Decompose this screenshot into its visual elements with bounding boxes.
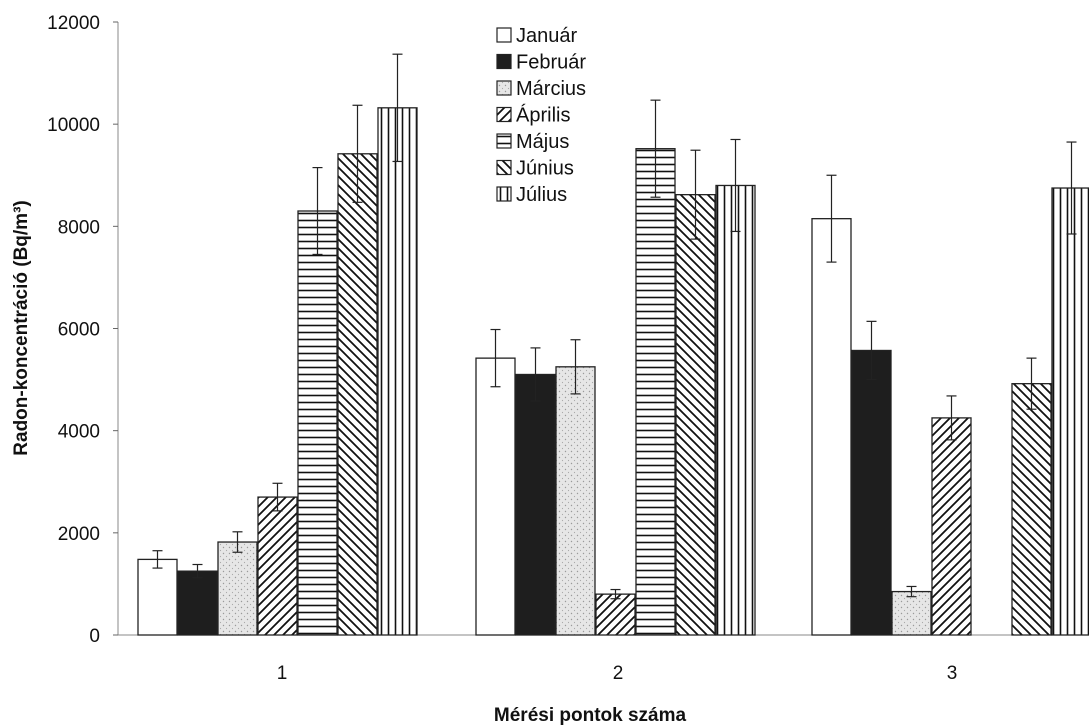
error-bar [1026, 357, 1037, 410]
error-bar [610, 588, 621, 600]
x-axis-title: Mérési pontok száma [494, 705, 687, 725]
bar-series-group [137, 107, 1089, 636]
error-bar [690, 149, 701, 240]
y-tick-label: 10000 [47, 115, 100, 136]
error-bar [570, 339, 581, 395]
legend-swatch [496, 106, 512, 123]
error-bar [392, 53, 403, 163]
x-tick-label: 3 [947, 663, 958, 684]
bar-diag-up-3 [931, 417, 972, 636]
error-bar [866, 320, 877, 381]
legend-swatch [496, 159, 512, 176]
legend-item: Február [496, 52, 586, 74]
legend-label: Március [516, 78, 586, 100]
error-bar [906, 585, 917, 598]
bar-white-2 [475, 357, 516, 636]
error-bar [272, 482, 283, 512]
legend-label: Május [516, 131, 569, 153]
bar-diag-down-1 [337, 153, 378, 636]
bar-black-2 [515, 373, 556, 636]
legend-label: Június [516, 158, 574, 180]
legend-swatch [496, 27, 512, 43]
y-tick-label: 4000 [58, 422, 100, 443]
y-axis-title: Radon-koncentráció (Bq/m³) [11, 200, 32, 455]
legend-swatch [496, 80, 512, 96]
y-tick-label: 0 [89, 626, 100, 647]
bar-diag-up-1 [257, 496, 298, 636]
bar-stipple-2 [555, 366, 596, 636]
legend-item: Március [496, 78, 586, 100]
bar-black-3 [851, 349, 892, 636]
y-tick-label: 6000 [58, 320, 100, 341]
error-bar-group [152, 53, 1077, 600]
error-bar [352, 104, 363, 203]
y-tick-label: 12000 [47, 13, 100, 34]
x-tick-label: 2 [613, 663, 624, 684]
error-bar [946, 395, 957, 441]
x-axis-ticks: 1 2 3 [277, 663, 958, 684]
legend-item: Június [496, 158, 574, 180]
error-bar [530, 347, 541, 402]
y-tick-label: 8000 [58, 217, 100, 238]
error-bar [490, 328, 501, 388]
error-bar [1066, 141, 1077, 235]
error-bar [826, 174, 837, 263]
bar-black-1 [177, 570, 218, 636]
legend-item: Január [496, 25, 577, 47]
legend-label: Január [516, 25, 577, 47]
bar-diag-down-2 [675, 194, 716, 636]
error-bar [312, 166, 323, 256]
y-axis-ticks: 0 2000 4000 6000 8000 10000 12000 [47, 13, 118, 647]
legend-label: Február [516, 52, 586, 74]
legend-swatch [496, 53, 512, 70]
legend: Január Február Március Április Május Június Jú… [496, 25, 586, 206]
error-bar [650, 99, 661, 198]
bar-diag-up-2 [595, 593, 636, 636]
legend-swatch [496, 133, 512, 149]
bar-stipple-1 [217, 541, 258, 636]
error-bar [192, 563, 203, 579]
legend-item: Április [496, 104, 570, 127]
legend-item: Május [496, 131, 569, 153]
legend-label: Július [516, 184, 567, 206]
bar-white-3 [811, 218, 852, 636]
bar-stipple-3 [891, 590, 932, 636]
bar-horizontal-2 [635, 148, 676, 636]
x-tick-label: 1 [277, 663, 288, 684]
bar-vertical-3 [1051, 187, 1089, 636]
legend-item: Július [496, 184, 567, 206]
error-bar [152, 550, 163, 569]
legend-swatch [496, 186, 512, 202]
bar-vertical-1 [377, 107, 418, 636]
error-bar [730, 138, 741, 233]
bar-horizontal-1 [297, 210, 338, 636]
error-bar [232, 531, 243, 553]
bar-diag-down-3 [1011, 383, 1052, 636]
legend-label: Április [516, 104, 570, 127]
y-tick-label: 2000 [58, 524, 100, 545]
bar-vertical-2 [715, 184, 756, 636]
bar-white-1 [137, 558, 178, 636]
